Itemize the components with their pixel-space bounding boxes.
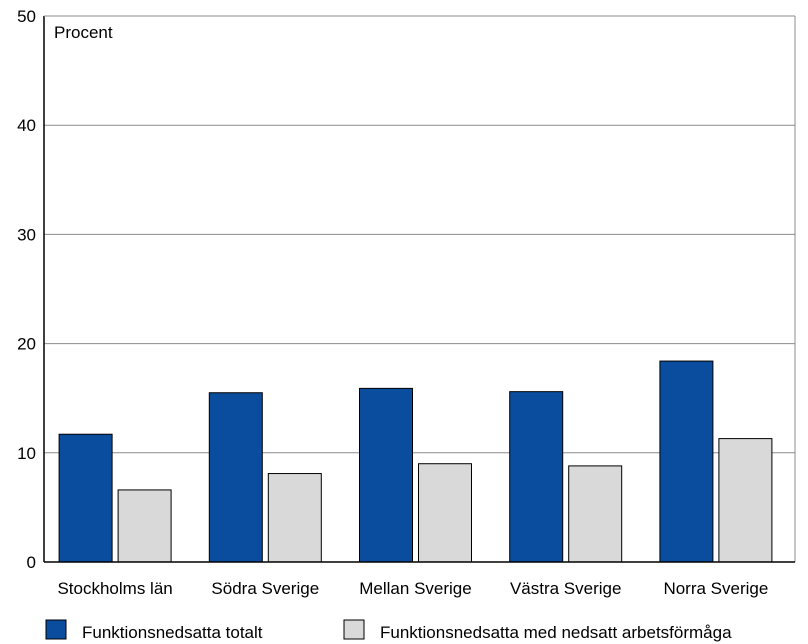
bars (58, 360, 773, 563)
bar-totalt (509, 391, 564, 563)
bar-nedsatt-arbetsformaga (718, 438, 773, 563)
y-tick-label: 20 (17, 335, 36, 354)
y-axis-ticks: 0 10 20 30 40 50 (17, 7, 36, 572)
y-tick-label: 40 (17, 116, 36, 135)
bar-nedsatt-arbetsformaga (418, 463, 472, 563)
y-tick-label: 50 (17, 7, 36, 26)
x-tick-label: Västra Sverige (510, 579, 622, 598)
plot-frame (43, 15, 796, 563)
x-tick-label: Södra Sverige (211, 579, 319, 598)
legend: Funktionsnedsatta totalt Funktionsnedsatt… (45, 619, 732, 642)
x-tick-label: Norra Sverige (663, 579, 768, 598)
y-tick-label: 10 (17, 444, 36, 463)
bar-totalt (58, 433, 113, 563)
legend-label: Funktionsnedsatta totalt (82, 623, 263, 642)
bar-totalt (359, 387, 413, 563)
x-axis-labels: Stockholms län Södra Sverige Mellan Sverig… (57, 579, 768, 598)
y-unit-label: Procent (54, 23, 113, 42)
bar-nedsatt-arbetsformaga (117, 489, 172, 563)
y-tick-label: 30 (17, 225, 36, 244)
bar-nedsatt-arbetsformaga (267, 473, 322, 563)
bar-nedsatt-arbetsformaga (568, 465, 623, 563)
legend-swatch (45, 619, 67, 640)
y-tick-label: 0 (27, 553, 36, 572)
legend-label: Funktionsnedsatta med nedsatt arbetsförm… (380, 623, 732, 642)
bar-totalt (659, 360, 714, 563)
x-tick-label: Stockholms län (57, 579, 172, 598)
bar-totalt (208, 392, 263, 563)
legend-swatch (343, 619, 365, 640)
x-tick-label: Mellan Sverige (359, 579, 471, 598)
